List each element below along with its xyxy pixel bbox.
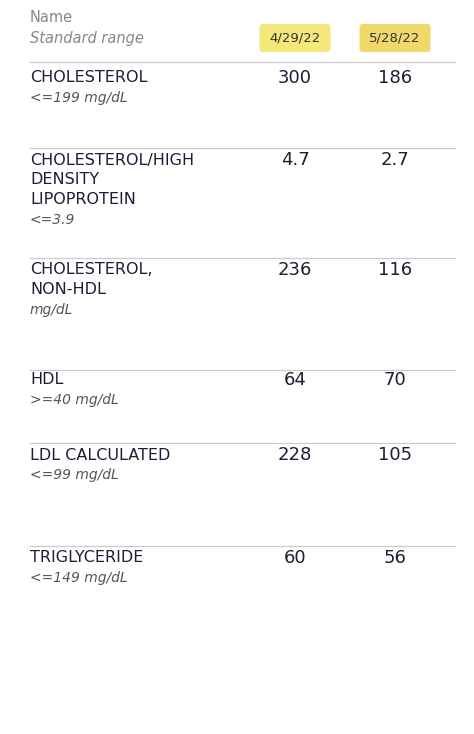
Text: <=99 mg/dL: <=99 mg/dL	[30, 468, 119, 482]
Text: 2.7: 2.7	[381, 151, 410, 169]
Text: HDL: HDL	[30, 372, 64, 388]
Text: 300: 300	[278, 69, 312, 87]
Text: LDL CALCULATED: LDL CALCULATED	[30, 448, 170, 462]
Text: <=199 mg/dL: <=199 mg/dL	[30, 91, 128, 105]
Text: 228: 228	[278, 446, 312, 464]
Text: 64: 64	[283, 371, 306, 389]
Text: 186: 186	[378, 69, 412, 87]
Text: 236: 236	[278, 261, 312, 279]
Text: CHOLESTEROL/HIGH: CHOLESTEROL/HIGH	[30, 153, 194, 167]
Text: CHOLESTEROL,: CHOLESTEROL,	[30, 263, 153, 277]
Text: TRIGLYCERIDE: TRIGLYCERIDE	[30, 550, 143, 565]
Text: mg/dL: mg/dL	[30, 303, 73, 317]
Text: CHOLESTEROL: CHOLESTEROL	[30, 70, 147, 85]
Text: 5/28/22: 5/28/22	[369, 32, 421, 45]
Text: 4.7: 4.7	[281, 151, 310, 169]
FancyBboxPatch shape	[359, 24, 430, 52]
Text: Standard range: Standard range	[30, 31, 144, 46]
Text: 70: 70	[383, 371, 406, 389]
FancyBboxPatch shape	[259, 24, 330, 52]
Text: NON-HDL: NON-HDL	[30, 283, 106, 297]
Text: 116: 116	[378, 261, 412, 279]
Text: 56: 56	[383, 549, 406, 567]
Text: DENSITY: DENSITY	[30, 172, 99, 187]
Text: LIPOPROTEIN: LIPOPROTEIN	[30, 192, 136, 208]
Text: 60: 60	[283, 549, 306, 567]
Text: <=149 mg/dL: <=149 mg/dL	[30, 571, 128, 585]
Text: 105: 105	[378, 446, 412, 464]
Text: Name: Name	[30, 10, 73, 26]
Text: 4/29/22: 4/29/22	[269, 32, 320, 45]
Text: >=40 mg/dL: >=40 mg/dL	[30, 393, 119, 407]
Text: <=3.9: <=3.9	[30, 213, 75, 227]
